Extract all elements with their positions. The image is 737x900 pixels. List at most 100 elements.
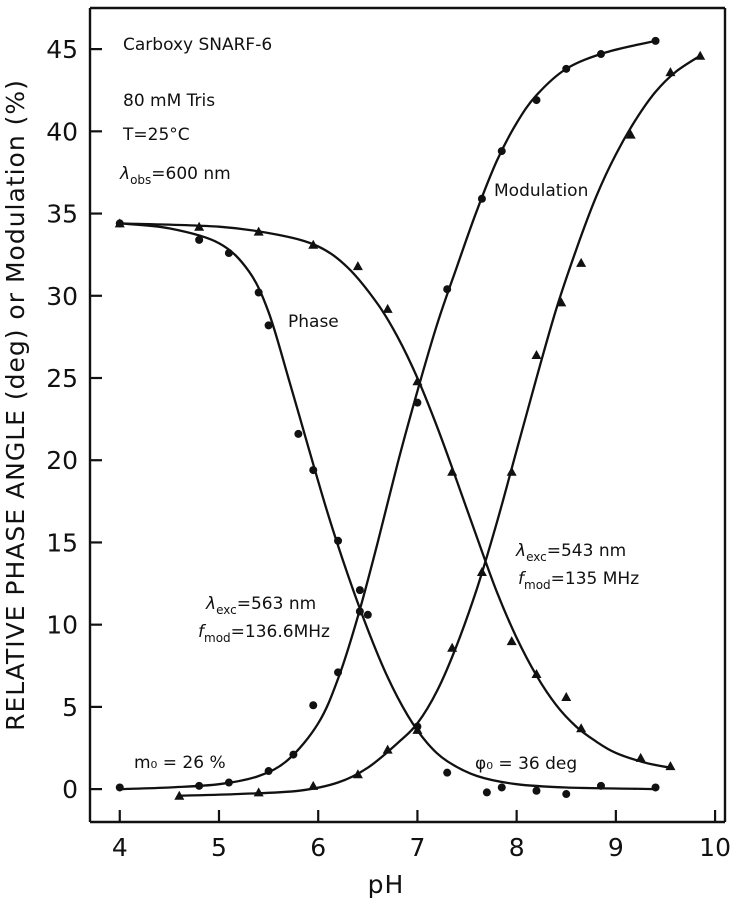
temperature-label: T=25°C [122, 125, 190, 145]
data-point-circle [497, 147, 506, 156]
data-point-circle [443, 768, 452, 777]
phi0-label: φ₀ = 36 deg [475, 754, 577, 774]
data-point-triangle [114, 218, 125, 228]
data-point-circle [532, 96, 541, 105]
fmod-136-symbol: f [198, 622, 207, 642]
exc-543-label: λexc=543 nm [515, 541, 626, 564]
data-point-circle [309, 701, 318, 710]
data-point-triangle [412, 724, 423, 734]
x-tick-label: 10 [699, 833, 731, 862]
x-tick-label: 6 [310, 833, 326, 862]
data-point-circle [264, 767, 273, 776]
data-point-triangle [531, 669, 542, 678]
y-tick-label: 45 [46, 35, 78, 64]
data-point-circle [532, 786, 541, 795]
data-point-circle [115, 783, 124, 792]
data-point-circle [477, 194, 486, 203]
data-point-circle [651, 783, 660, 792]
data-point-triangle [253, 226, 264, 236]
series-curve-triangle-2 [119, 222, 671, 769]
data-point-triangle [561, 692, 572, 702]
data-point-circle [497, 783, 506, 792]
data-point-triangle [174, 790, 185, 800]
data-point-triangle [447, 642, 458, 652]
fmod-136-value: =136.6MHz [231, 622, 330, 642]
fitted-curves [119, 39, 701, 797]
data-point-triangle [476, 567, 487, 577]
data-point-triangle [447, 466, 458, 476]
data-point-triangle [412, 376, 423, 386]
data-point-circle [596, 781, 605, 790]
data-markers [114, 36, 706, 800]
data-point-circle [264, 321, 273, 330]
y-tick-label: 25 [46, 364, 78, 393]
data-point-triangle [556, 297, 567, 307]
data-point-triangle [352, 769, 363, 779]
exc-563-label: λexc=563 nm [205, 594, 316, 617]
data-point-triangle [531, 349, 542, 359]
x-tick-label: 8 [509, 833, 525, 862]
data-point-circle [651, 36, 660, 45]
y-tick-label: 0 [62, 775, 78, 804]
exc-543-value: =543 nm [547, 541, 626, 561]
data-point-circle [443, 285, 452, 294]
data-point-triangle [506, 636, 517, 646]
data-point-triangle [308, 780, 319, 790]
data-point-circle [482, 788, 491, 797]
data-point-triangle [625, 129, 636, 139]
x-tick-label: 5 [211, 833, 227, 862]
data-point-circle [254, 288, 263, 297]
y-tick-label: 40 [46, 117, 78, 146]
data-point-circle [562, 790, 571, 799]
data-point-triangle [194, 221, 205, 231]
exc-543-symbol: λ [515, 541, 526, 561]
m0-label: m₀ = 26 % [134, 753, 226, 773]
exc-543-subscript: exc [526, 550, 547, 564]
data-point-triangle [382, 303, 393, 313]
data-point-triangle [352, 261, 363, 271]
y-tick-label: 15 [46, 528, 78, 557]
y-tick-label: 35 [46, 200, 78, 229]
data-point-circle [596, 50, 605, 59]
data-point-circle [224, 778, 233, 787]
x-tick-label: 7 [409, 833, 425, 862]
fmod-135-subscript: mod [524, 578, 551, 592]
data-point-circle [195, 781, 204, 790]
dye-label: Carboxy SNARF-6 [123, 35, 272, 55]
exc-563-symbol: λ [205, 594, 216, 614]
data-point-triangle [576, 257, 587, 267]
data-point-circle [562, 64, 571, 73]
fmod-135-symbol: f [518, 569, 527, 589]
fmod-136-subscript: mod [204, 631, 231, 645]
obs-subscript: obs [130, 173, 151, 187]
data-point-circle [355, 607, 364, 616]
data-point-triangle [253, 787, 264, 797]
data-point-triangle [695, 50, 706, 60]
fmod-135-value: =135 MHz [551, 569, 640, 589]
y-tick-label: 20 [46, 446, 78, 475]
data-point-triangle [665, 67, 676, 77]
x-axis-title: pH [368, 870, 405, 899]
x-tick-label: 9 [608, 833, 624, 862]
data-point-circle [224, 249, 233, 258]
data-point-circle [355, 586, 364, 595]
phase-curve-label: Phase [288, 312, 339, 332]
y-tick-label: 10 [46, 611, 78, 640]
obs-symbol: λ [119, 164, 130, 184]
data-point-triangle [635, 752, 646, 762]
exc-563-value: =563 nm [237, 594, 316, 614]
fmod-136-label: fmod=136.6MHz [198, 622, 330, 645]
series-curve-circle-0 [119, 222, 656, 791]
y-tick-label: 30 [46, 282, 78, 311]
data-point-circle [289, 750, 298, 759]
obs-value: =600 nm [151, 164, 230, 184]
x-tick-label: 4 [112, 833, 128, 862]
data-point-circle [309, 466, 318, 475]
data-point-circle [195, 235, 204, 244]
fmod-135-label: fmod=135 MHz [518, 569, 639, 592]
data-point-circle [413, 398, 422, 407]
exc-563-subscript: exc [216, 603, 237, 617]
series-curve-triangle-3 [179, 54, 701, 797]
